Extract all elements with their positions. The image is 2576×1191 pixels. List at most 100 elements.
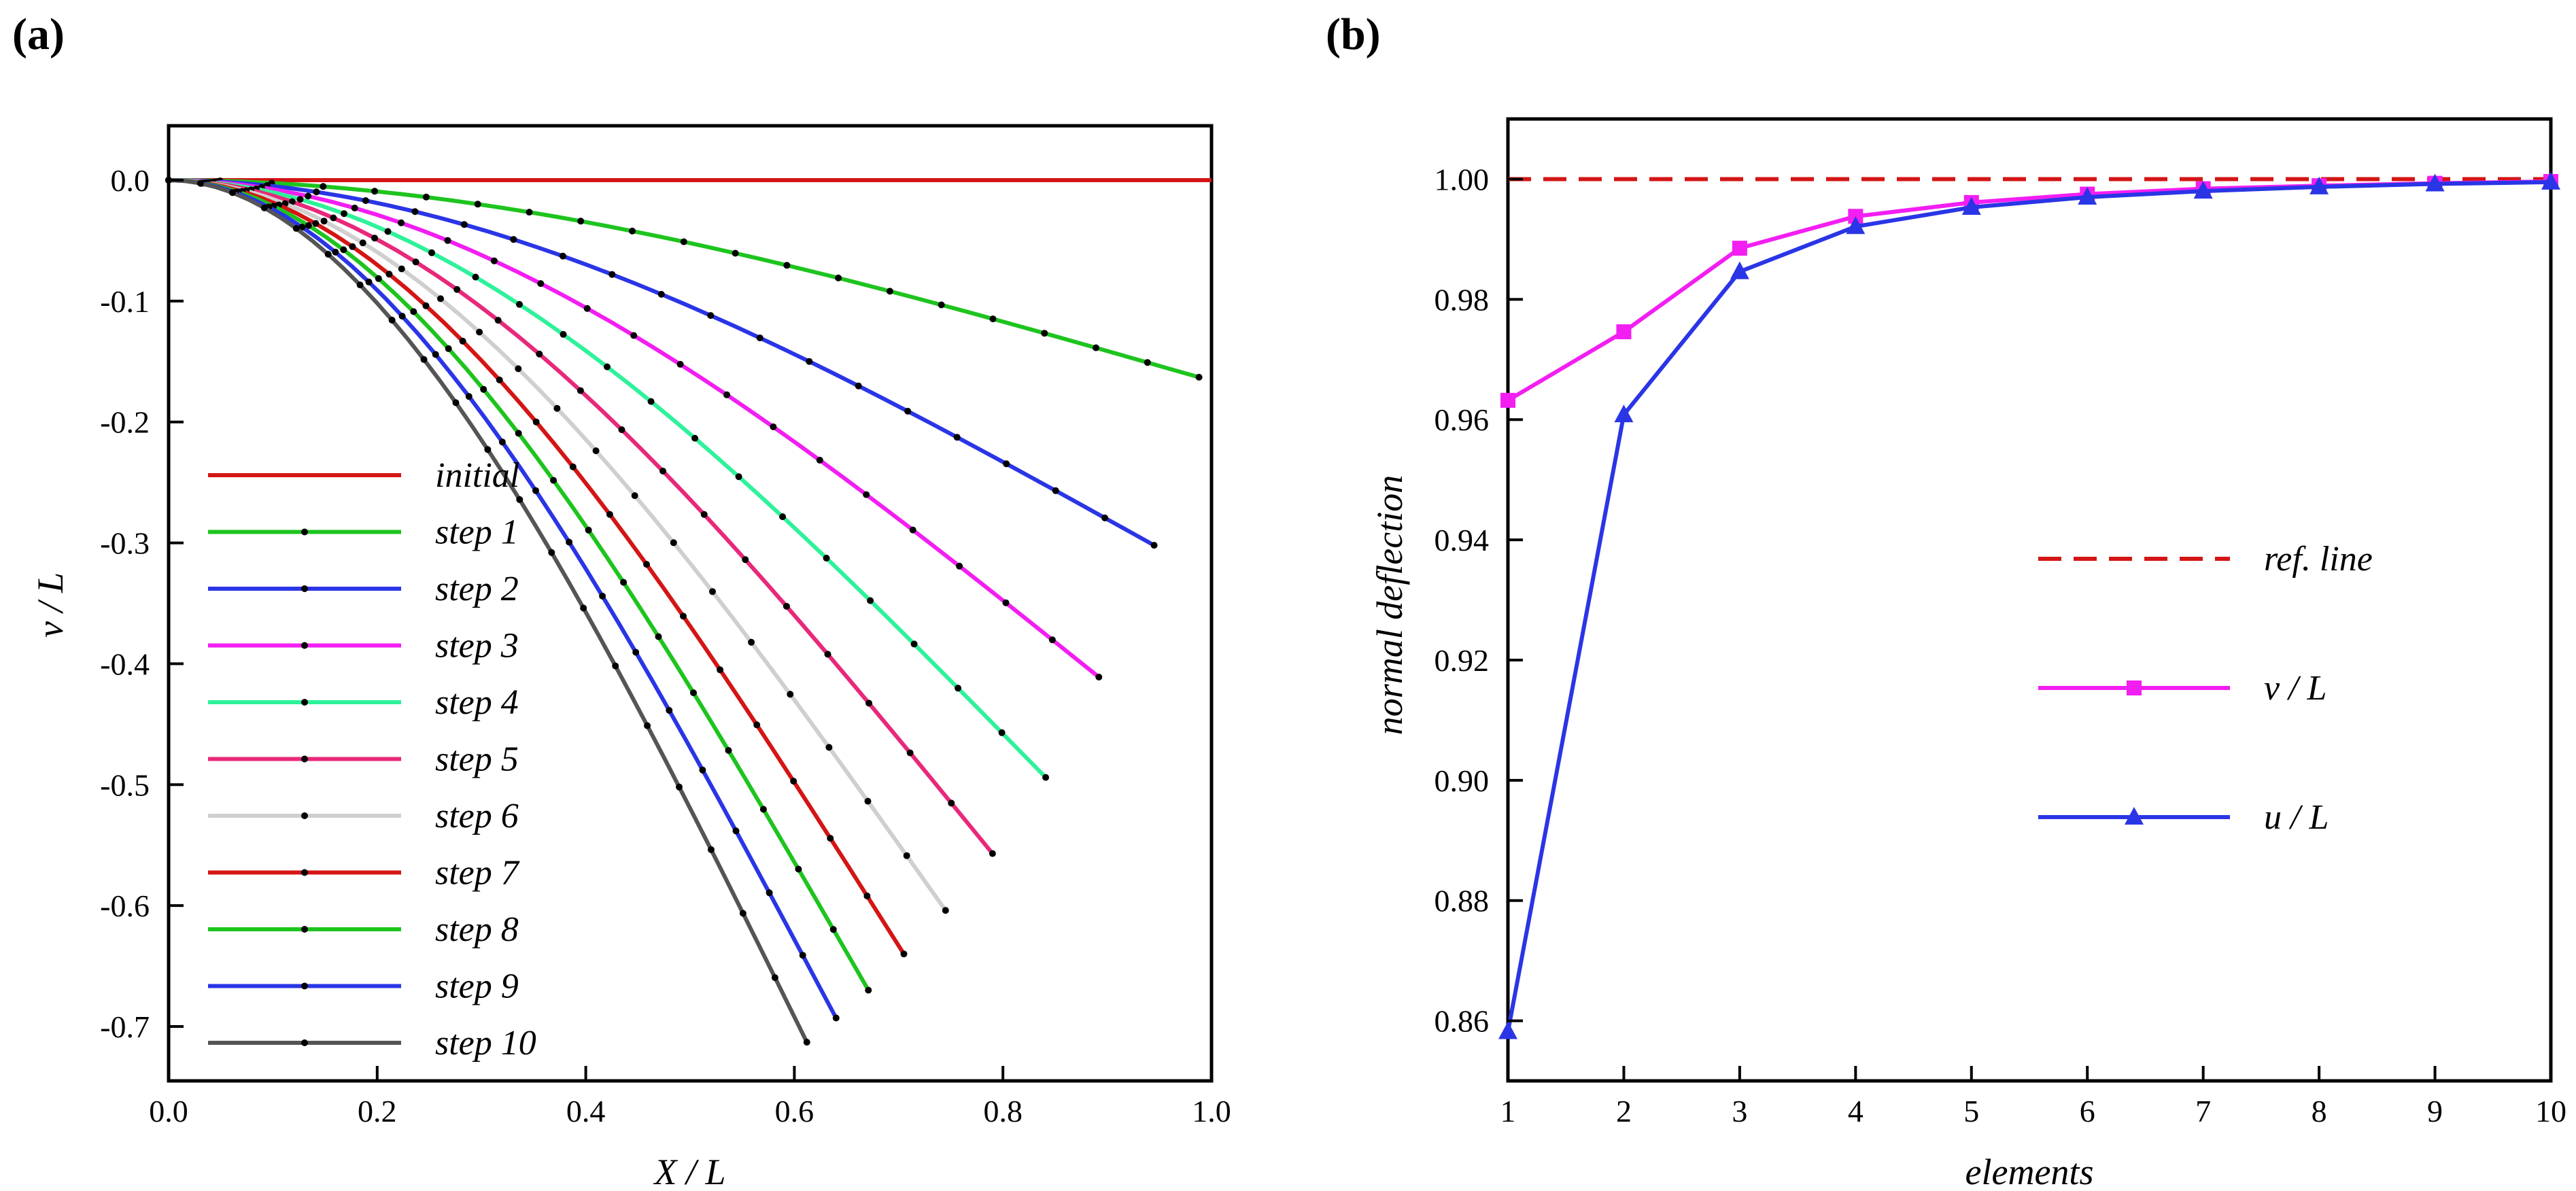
legend-marker xyxy=(301,926,308,933)
legend-marker xyxy=(301,1039,308,1046)
series-point xyxy=(398,265,405,273)
series-point xyxy=(753,721,761,729)
panel-b-y-axis-title: normal deflection xyxy=(1369,475,1410,735)
series-point xyxy=(717,666,724,674)
y-tick-label: -0.5 xyxy=(100,767,150,802)
series-point xyxy=(779,513,787,521)
series-point xyxy=(437,295,444,303)
series-point xyxy=(647,398,655,405)
series-point xyxy=(903,852,910,859)
series-point xyxy=(351,205,358,211)
series-point xyxy=(444,237,451,244)
series-point xyxy=(953,434,961,441)
y-tick-label: 0.96 xyxy=(1435,402,1490,437)
series-point xyxy=(490,257,498,264)
series-line-step-3 xyxy=(168,178,1101,679)
series-point xyxy=(1500,392,1515,408)
series-point xyxy=(1732,241,1747,256)
legend-marker xyxy=(301,869,308,876)
series-point xyxy=(498,438,506,446)
series-point xyxy=(592,447,600,455)
series-line-step-7 xyxy=(168,178,906,955)
legend-label: ref. line xyxy=(2264,540,2373,579)
series-point xyxy=(445,345,452,352)
series-point xyxy=(1498,1021,1517,1039)
panel-a-label: (a) xyxy=(12,10,65,59)
series-point xyxy=(459,337,466,345)
series-point xyxy=(548,549,555,556)
series-point xyxy=(560,330,567,338)
series-point xyxy=(340,246,347,254)
x-tick-label: 8 xyxy=(2312,1094,2327,1128)
series-point xyxy=(583,305,591,312)
legend-label: step 3 xyxy=(435,627,519,666)
panel-a-x-axis-title: X / L xyxy=(653,1152,725,1191)
series-point xyxy=(532,487,539,494)
series-point xyxy=(864,797,872,805)
series-point xyxy=(1616,324,1632,340)
series-point xyxy=(938,301,945,309)
series-point xyxy=(228,189,236,196)
series-point xyxy=(676,783,683,791)
legend-marker xyxy=(301,812,308,819)
series-point xyxy=(608,271,616,278)
series-point xyxy=(670,539,677,547)
x-tick-label: 4 xyxy=(1848,1094,1864,1128)
legend-marker xyxy=(301,699,308,706)
series-point xyxy=(288,198,296,205)
series-point xyxy=(604,363,611,370)
series-line-step-4 xyxy=(168,178,1048,779)
series-point xyxy=(536,350,543,358)
series-point xyxy=(835,274,842,281)
series-point xyxy=(1195,373,1203,381)
series-point xyxy=(803,1039,810,1046)
x-tick-label: 9 xyxy=(2427,1094,2443,1128)
series-point xyxy=(312,220,320,227)
series-point xyxy=(910,640,918,648)
x-tick-label: 1.0 xyxy=(1192,1094,1231,1128)
y-tick-label: 0.94 xyxy=(1435,523,1490,557)
series-point xyxy=(644,722,651,729)
series-point xyxy=(330,214,337,222)
series-point xyxy=(428,249,435,256)
series-point xyxy=(759,806,767,813)
y-tick-label: 0.90 xyxy=(1435,763,1490,798)
series-point xyxy=(371,235,378,242)
series-point xyxy=(906,749,914,757)
panel-b: (b) 1 2 3 4 5 6 7 8 9 10 0.86 0.88 0.90 0.92 0.94 0.96 0… xyxy=(1326,10,2566,1191)
series-point xyxy=(770,423,777,430)
series-point xyxy=(618,426,625,434)
series-point xyxy=(771,974,778,982)
series-point xyxy=(422,302,430,309)
series-line-u-L xyxy=(1506,179,2552,1033)
series-point xyxy=(956,562,963,570)
series-point xyxy=(410,308,417,315)
series-line-step-6 xyxy=(168,178,948,912)
series-point xyxy=(362,197,369,205)
series-point xyxy=(452,399,460,407)
series-point xyxy=(631,492,638,500)
series-point xyxy=(699,766,706,774)
series-point xyxy=(1101,514,1109,521)
series-point xyxy=(398,313,406,320)
legend-label: step 10 xyxy=(435,1024,536,1063)
legend-marker xyxy=(301,642,308,649)
series-point xyxy=(516,300,523,308)
legend-label: step 9 xyxy=(435,967,519,1006)
y-tick-label: -0.3 xyxy=(100,526,150,561)
y-tick-label: 0.92 xyxy=(1435,643,1490,678)
series-point xyxy=(827,835,834,842)
series-point xyxy=(955,685,962,692)
series-point xyxy=(1846,216,1866,235)
series-point xyxy=(886,288,893,295)
panel-b-label: (b) xyxy=(1326,10,1381,59)
series-point xyxy=(989,850,996,857)
series-point xyxy=(324,251,332,258)
series-point xyxy=(1048,636,1056,644)
series-point xyxy=(632,649,640,656)
series-point xyxy=(766,889,773,897)
series-point xyxy=(320,183,327,190)
series-point xyxy=(1150,542,1158,549)
series-point xyxy=(989,315,997,323)
